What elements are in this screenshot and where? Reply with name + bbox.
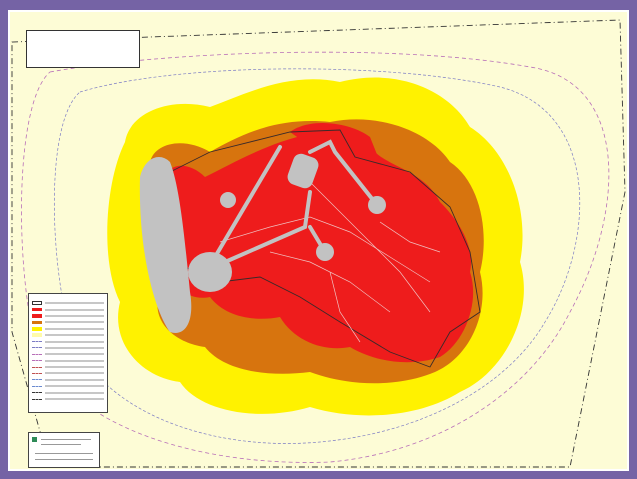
legend-item	[32, 338, 104, 344]
stamp-line	[41, 439, 91, 440]
legend-text	[45, 321, 104, 324]
legend-text	[45, 378, 104, 381]
legend-text	[45, 359, 104, 362]
legend-item	[32, 351, 104, 357]
legend-item	[32, 358, 104, 364]
legend-item	[32, 319, 104, 325]
conveyor-lines	[213, 139, 379, 264]
legend-swatch	[32, 379, 42, 381]
facility-node-1	[220, 192, 236, 208]
legend-swatch	[32, 301, 42, 305]
legend-text	[45, 366, 104, 369]
corner-stamp	[28, 432, 100, 468]
legend-item	[32, 345, 104, 351]
legend-text	[45, 340, 104, 343]
legend-swatch	[32, 398, 42, 400]
title-block	[26, 30, 140, 68]
legend-item	[32, 389, 104, 395]
legend-swatch	[32, 347, 42, 349]
legend-item	[32, 383, 104, 389]
legend-swatch	[32, 392, 42, 394]
legend-items	[32, 300, 104, 402]
legend-text	[45, 353, 104, 356]
legend-item	[32, 326, 104, 332]
legend-text	[45, 398, 104, 401]
map-frame	[8, 10, 629, 471]
legend-text	[45, 327, 104, 330]
legend-item	[32, 313, 104, 319]
legend-item	[32, 377, 104, 383]
legend-item	[32, 370, 104, 376]
storage-pond	[188, 252, 232, 292]
legend-swatch	[32, 372, 42, 374]
facility-block	[287, 153, 319, 189]
legend-item	[32, 332, 104, 338]
legend-text	[45, 385, 104, 388]
legend-text	[45, 391, 104, 394]
legend-text	[45, 334, 104, 337]
facilities	[139, 153, 386, 333]
legend-swatch	[32, 385, 42, 387]
legend	[28, 293, 108, 413]
legend-swatch	[32, 360, 42, 362]
boundary-line	[11, 19, 626, 468]
legend-text	[45, 372, 104, 375]
legend-text	[45, 302, 104, 305]
stamp-line	[41, 444, 81, 445]
legend-swatch	[32, 326, 42, 331]
map-canvas	[11, 19, 626, 468]
legend-swatch	[32, 333, 42, 337]
legend-text	[45, 314, 104, 317]
legend-swatch	[32, 314, 42, 318]
zone-inner-extension	[290, 122, 380, 167]
legend-swatch	[32, 353, 42, 355]
legend-item	[32, 306, 104, 312]
stamp-logo-icon	[32, 437, 37, 442]
legend-text	[45, 308, 104, 311]
legend-swatch	[32, 320, 42, 325]
internal-roads	[219, 181, 441, 343]
tailings-dump	[139, 157, 192, 333]
legend-swatch	[32, 307, 42, 312]
stamp-line	[35, 453, 93, 454]
legend-swatch	[32, 366, 42, 368]
zone-inner	[162, 131, 474, 363]
stamp-line	[35, 459, 93, 460]
legend-item	[32, 300, 104, 306]
legend-item	[32, 364, 104, 370]
legend-text	[45, 346, 104, 349]
legend-swatch	[32, 341, 42, 343]
legend-item	[32, 396, 104, 402]
